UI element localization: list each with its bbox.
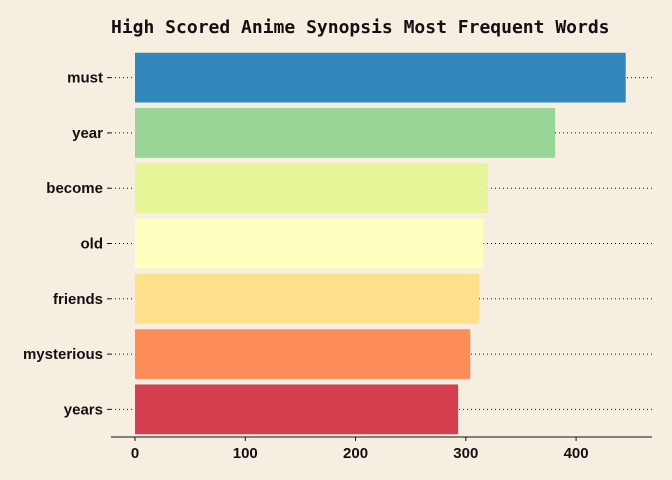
bar-year [135,108,556,158]
bar-must [135,52,626,103]
x-tick-label: 200 [343,445,368,462]
x-tick-label: 400 [564,445,589,462]
bar-mysterious [135,329,471,379]
category-label: become [46,180,103,197]
x-tick-label: 300 [453,445,478,462]
category-label: years [64,401,103,418]
bars [135,52,626,435]
x-tick-label: 100 [233,445,258,462]
category-label: mysterious [23,346,103,363]
x-axis-ticks: 0 100 200 300 400 [131,437,589,462]
x-tick-label: 0 [131,445,139,462]
category-label: old [81,236,104,253]
bar-friends [135,273,480,324]
bar-years [135,384,459,435]
bar-old [135,218,484,269]
bar-become [135,163,488,214]
category-label: friends [53,291,103,308]
category-label: must [67,70,103,87]
category-label: year [72,125,103,142]
category-labels: must year become old friends mysterious years [23,70,111,418]
chart-title: High Scored Anime Synopsis Most Frequent… [111,17,610,38]
